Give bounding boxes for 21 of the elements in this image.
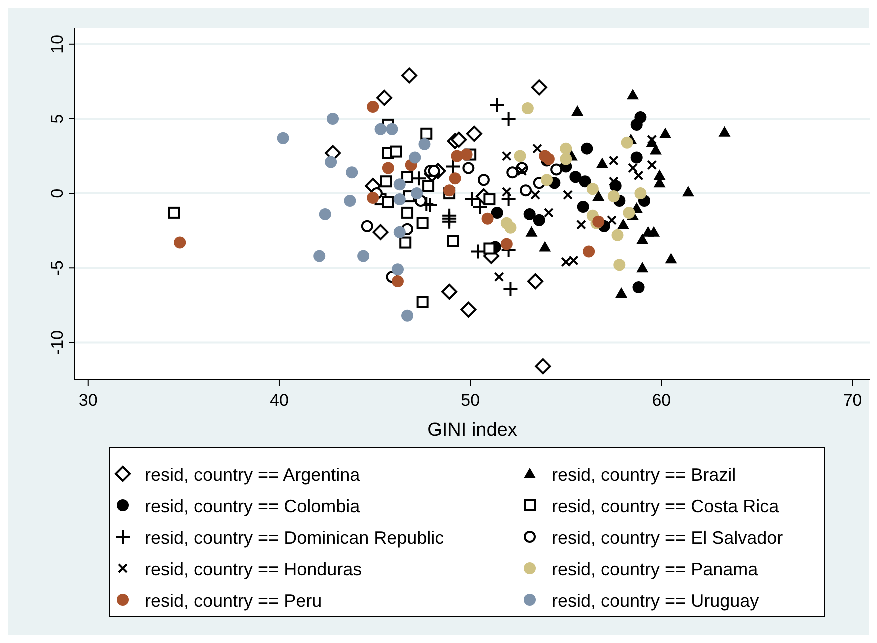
y-tick-label: -5 xyxy=(48,260,67,276)
x-tick-label: 40 xyxy=(270,391,289,410)
legend-label: resid, country == Peru xyxy=(145,591,322,611)
x-tick-label: 70 xyxy=(843,391,862,410)
legend-label: resid, country == Brazil xyxy=(552,465,736,485)
legend-label: resid, country == El Salvador xyxy=(552,528,784,548)
y-tick-label: -10 xyxy=(48,330,67,355)
y-tick-label: 5 xyxy=(48,114,67,124)
legend-label: resid, country == Costa Rica xyxy=(552,496,780,516)
legend-label: resid, country == Panama xyxy=(552,560,760,580)
x-tick-label: 50 xyxy=(461,391,480,410)
y-tick-label: 10 xyxy=(48,34,67,54)
legend-label: resid, country == Uruguay xyxy=(552,591,760,611)
legend-label: resid, country == Honduras xyxy=(145,560,362,580)
x-tick-label: 30 xyxy=(78,391,98,410)
y-tick-label: 0 xyxy=(48,188,67,198)
x-axis-title: GINI index xyxy=(428,420,518,441)
legend-label: resid, country == Argentina xyxy=(145,465,362,485)
legend-label: resid, country == Dominican Republic xyxy=(145,528,444,548)
legend-label: resid, country == Colombia xyxy=(145,496,362,516)
x-tick-label: 60 xyxy=(652,391,672,410)
